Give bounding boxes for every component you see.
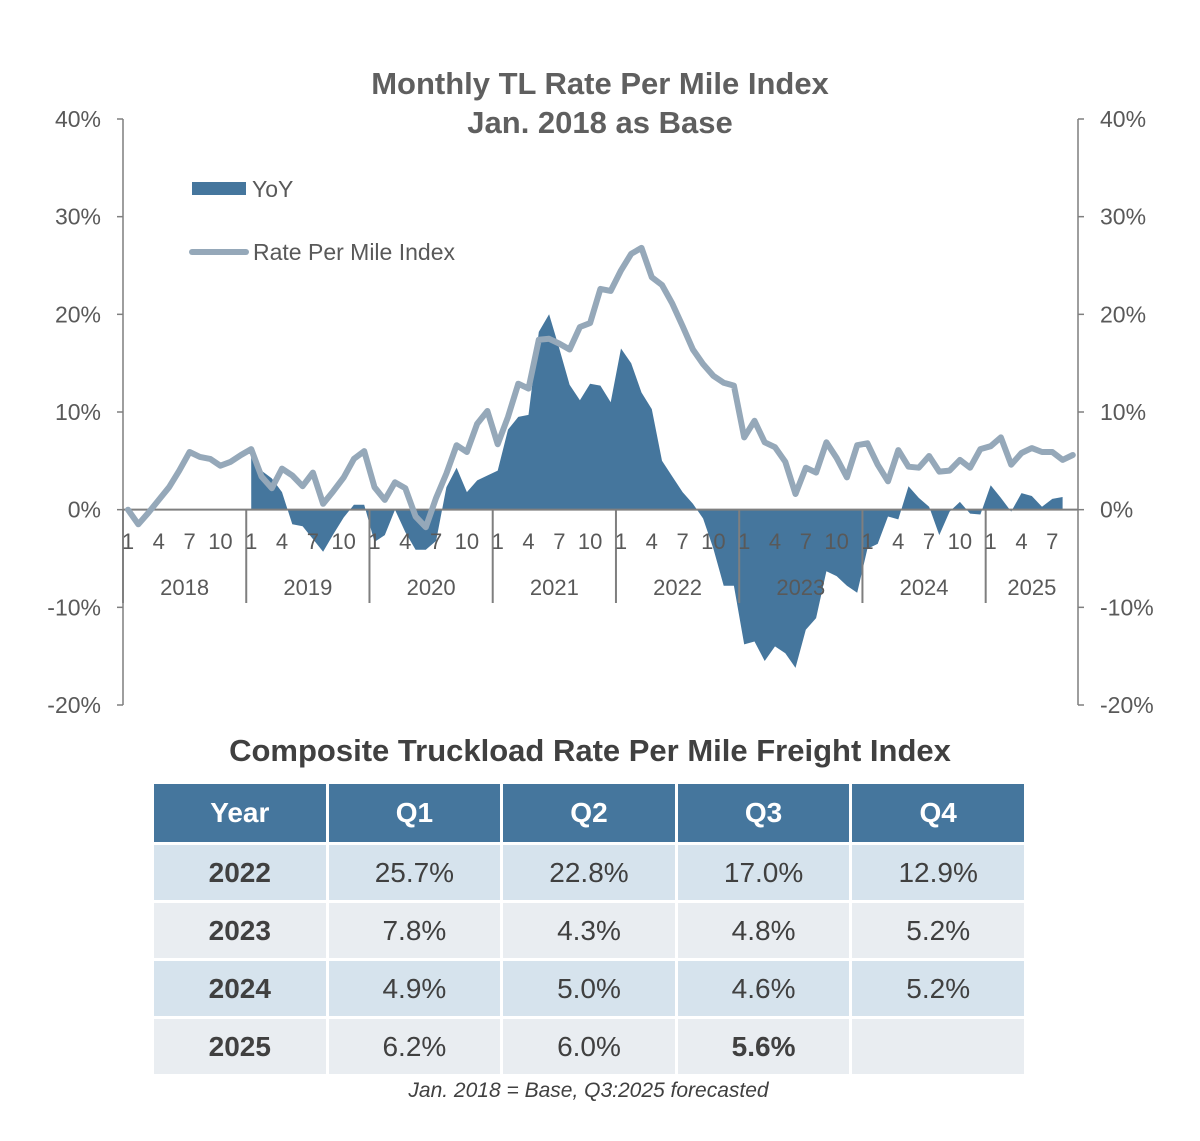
freight-index-table: Year Q1 Q2 Q3 Q4 2022 25.7% 22.8% 17.0% … <box>151 784 1027 1077</box>
month-tick-label: 10 <box>455 529 479 554</box>
month-tick-label: 1 <box>738 529 750 554</box>
month-tick-label: 1 <box>615 529 627 554</box>
year-label: 2023 <box>776 575 825 600</box>
month-tick-label: 1 <box>492 529 504 554</box>
year-label: 2019 <box>283 575 332 600</box>
month-tick-label: 1 <box>861 529 873 554</box>
month-tick-label: 4 <box>276 529 288 554</box>
cell-year: 2022 <box>151 842 329 903</box>
right-tick-label: 20% <box>1100 301 1146 327</box>
cell-q1: 7.8% <box>325 900 504 961</box>
rate-per-mile-index-line <box>125 244 1076 531</box>
header-year: Year <box>151 784 329 845</box>
month-tick-label: 4 <box>522 529 534 554</box>
cell-q3: 4.6% <box>674 958 853 1019</box>
month-tick-label: 7 <box>430 529 442 554</box>
legend: YoY Rate Per Mile Index <box>189 176 455 265</box>
year-label: 2024 <box>900 575 949 600</box>
cell-year: 2024 <box>151 958 329 1019</box>
index-line-layer <box>125 244 1076 531</box>
month-tick-label: 4 <box>646 529 658 554</box>
year-label: 2020 <box>407 575 456 600</box>
header-q3: Q3 <box>674 784 853 845</box>
table-row: 2022 25.7% 22.8% 17.0% 12.9% <box>151 842 1027 903</box>
table-header-row: Year Q1 Q2 Q3 Q4 <box>151 784 1027 845</box>
cell-year: 2025 <box>151 1016 329 1077</box>
month-tick-label: 7 <box>553 529 565 554</box>
cell-q4: 12.9% <box>849 842 1027 903</box>
header-q4: Q4 <box>849 784 1027 845</box>
axes-layer: -20% -20% -10% -10% 0% 0% 10% 10% 20% 20% 30% 30% 40… <box>47 106 1153 718</box>
cell-q1: 25.7% <box>325 842 504 903</box>
cell-q1: 4.9% <box>325 958 504 1019</box>
cell-q3: 17.0% <box>674 842 853 903</box>
month-tick-label: 7 <box>183 529 195 554</box>
legend-yoy-swatch <box>192 182 246 195</box>
month-tick-label: 4 <box>892 529 904 554</box>
month-tick-label: 1 <box>245 529 257 554</box>
cell-q4: 5.2% <box>849 900 1027 961</box>
left-tick-label: 20% <box>55 301 101 327</box>
year-label: 2018 <box>160 575 209 600</box>
header-q1: Q1 <box>325 784 504 845</box>
left-tick-label: -10% <box>47 594 101 620</box>
cell-year: 2023 <box>151 900 329 961</box>
cell-q2: 22.8% <box>500 842 678 903</box>
cell-q3: 4.8% <box>674 900 853 961</box>
month-tick-label: 10 <box>824 529 848 554</box>
month-tick-label: 10 <box>701 529 725 554</box>
month-tick-label: 7 <box>676 529 688 554</box>
cell-q4: 5.2% <box>849 958 1027 1019</box>
year-label: 2021 <box>530 575 579 600</box>
yoy-area <box>251 314 1063 668</box>
month-tick-label: 10 <box>578 529 602 554</box>
cell-q4 <box>849 1016 1027 1077</box>
left-tick-label: 30% <box>55 204 101 230</box>
cell-q3-forecast: 5.6% <box>674 1016 853 1077</box>
right-tick-label: -10% <box>1100 594 1154 620</box>
month-tick-label: 10 <box>331 529 355 554</box>
table-row: 2024 4.9% 5.0% 4.6% 5.2% <box>151 958 1027 1019</box>
month-tick-label: 4 <box>1015 529 1027 554</box>
month-tick-label: 7 <box>307 529 319 554</box>
left-tick-label: -20% <box>47 692 101 718</box>
month-tick-label: 10 <box>948 529 972 554</box>
cell-q2: 5.0% <box>500 958 678 1019</box>
month-tick-label: 4 <box>769 529 781 554</box>
month-tick-label: 4 <box>399 529 411 554</box>
month-tick-label: 1 <box>368 529 380 554</box>
table-row: 2023 7.8% 4.3% 4.8% 5.2% <box>151 900 1027 961</box>
month-tick-label: 7 <box>923 529 935 554</box>
right-tick-label: -20% <box>1100 692 1154 718</box>
chart-title: Monthly TL Rate Per Mile Index <box>371 66 829 101</box>
left-tick-label: 0% <box>68 497 101 523</box>
month-tick-label: 7 <box>1046 529 1058 554</box>
table-title: Composite Truckload Rate Per Mile Freigh… <box>229 733 951 768</box>
table-row: 2025 6.2% 6.0% 5.6% <box>151 1016 1027 1077</box>
year-label: 2025 <box>1007 575 1056 600</box>
right-tick-label: 40% <box>1100 106 1146 132</box>
year-label: 2022 <box>653 575 702 600</box>
header-q2: Q2 <box>500 784 678 845</box>
left-tick-label: 10% <box>55 399 101 425</box>
yoy-area-layer <box>251 314 1063 668</box>
cell-q2: 4.3% <box>500 900 678 961</box>
rate-per-mile-chart: Monthly TL Rate Per Mile Index Jan. 2018… <box>47 66 1153 718</box>
month-tick-label: 4 <box>153 529 165 554</box>
legend-yoy-label: YoY <box>252 176 293 202</box>
right-tick-label: 0% <box>1100 497 1133 523</box>
month-tick-label: 10 <box>208 529 232 554</box>
cell-q1: 6.2% <box>325 1016 504 1077</box>
right-tick-label: 10% <box>1100 399 1146 425</box>
left-tick-label: 40% <box>55 106 101 132</box>
legend-index-label: Rate Per Mile Index <box>253 239 455 265</box>
month-tick-label: 1 <box>122 529 134 554</box>
table-footnote: Jan. 2018 = Base, Q3:2025 forecasted <box>408 1079 769 1102</box>
right-tick-label: 30% <box>1100 204 1146 230</box>
month-tick-label: 7 <box>800 529 812 554</box>
chart-subtitle: Jan. 2018 as Base <box>467 105 732 140</box>
cell-q2: 6.0% <box>500 1016 678 1077</box>
month-tick-label: 1 <box>985 529 997 554</box>
